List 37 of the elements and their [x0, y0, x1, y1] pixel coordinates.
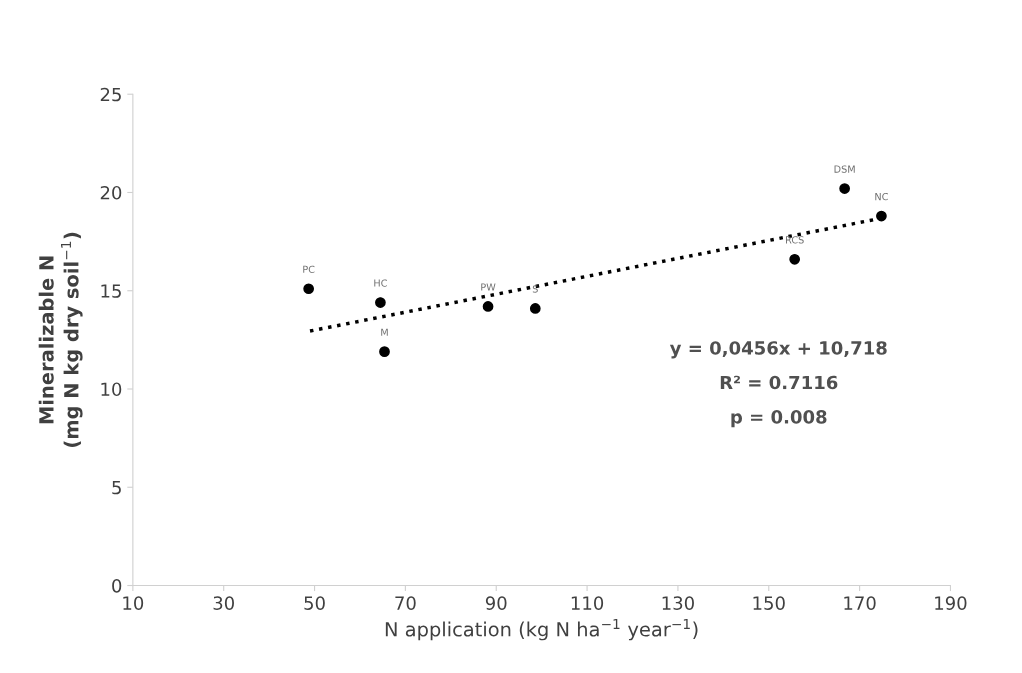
x-tick-label: 150 — [753, 596, 785, 610]
x-tick-label: 190 — [935, 596, 967, 610]
point — [876, 210, 887, 222]
y-tick-label: 0 — [112, 578, 122, 593]
annotation: PC — [303, 265, 315, 273]
x-axis-title: N application (kg N ha$^{−1}$ year$^{−1}$) — [385, 618, 698, 641]
x-tick-label: 170 — [844, 596, 876, 610]
x-tick-label: 110 — [571, 596, 604, 610]
x-tick-label: 30 — [213, 596, 234, 610]
annotation: DSM — [834, 165, 855, 173]
annotation: PW — [481, 283, 496, 291]
y-tick-label: 5 — [112, 480, 121, 495]
y-tick-label: 25 — [100, 87, 121, 102]
y-axis-title: Mineralizable N (mg N kg dry soil$^{−1}$) — [38, 232, 83, 447]
x-tick-label: 50 — [304, 596, 325, 610]
x-tick-label: 10 — [123, 596, 144, 610]
y-tick-label: 20 — [100, 185, 122, 200]
annotation: M — [381, 328, 388, 336]
annotation: p = 0.008 — [731, 410, 827, 428]
annotation: y = 0,0456x + 10,718 — [669, 341, 887, 359]
y-tick-label: 15 — [101, 284, 121, 298]
annotation: NC — [875, 192, 888, 201]
x-tick-label: 130 — [662, 596, 694, 610]
point — [789, 253, 801, 265]
point — [839, 183, 850, 194]
annotation: R² = 0.7116 — [720, 375, 838, 390]
x-tick-label: 70 — [395, 596, 416, 610]
point — [303, 283, 314, 295]
point — [375, 297, 386, 308]
point — [529, 303, 541, 314]
annotation: RCS — [786, 236, 804, 244]
point — [379, 346, 390, 358]
annotation: HC — [374, 279, 387, 287]
x-tick-label: 90 — [485, 596, 507, 610]
point — [482, 301, 494, 312]
annotation: S — [532, 285, 538, 293]
y-tick-label: 10 — [101, 382, 122, 397]
